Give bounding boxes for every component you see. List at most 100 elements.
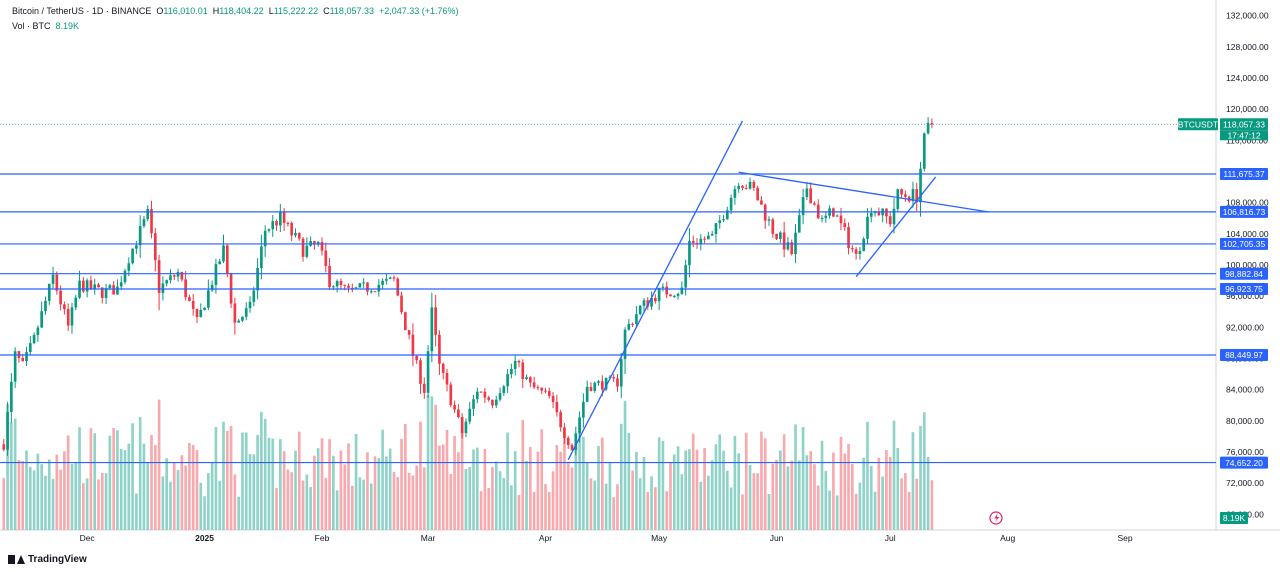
volume-bar xyxy=(237,496,240,530)
candle xyxy=(407,329,411,340)
volume-bar xyxy=(873,491,877,530)
svg-text:98,882.84: 98,882.84 xyxy=(1225,269,1263,279)
volume-bar xyxy=(900,478,903,530)
trendline[interactable] xyxy=(855,176,937,278)
tradingview-logo[interactable]: TradingView xyxy=(8,554,87,565)
candle xyxy=(146,205,150,222)
candle xyxy=(904,190,907,202)
candle xyxy=(672,294,676,298)
volume-bar xyxy=(138,417,142,530)
candle xyxy=(775,233,778,241)
candle xyxy=(869,207,873,223)
candle xyxy=(919,161,922,217)
volume-bar xyxy=(517,494,521,530)
trendline[interactable] xyxy=(738,171,989,213)
volume-bar xyxy=(790,460,794,530)
candle xyxy=(763,203,767,229)
candle xyxy=(161,276,165,301)
candle xyxy=(294,228,297,238)
candle xyxy=(563,422,566,444)
candle xyxy=(66,303,70,331)
volume-bar xyxy=(59,469,62,530)
volume-bar xyxy=(78,427,81,530)
candle xyxy=(506,369,509,393)
volume-bar xyxy=(862,457,866,530)
volume-bar xyxy=(131,423,134,530)
volume-bar xyxy=(82,483,85,530)
candle xyxy=(44,296,47,315)
volume-bar xyxy=(684,450,687,530)
volume-bar xyxy=(521,419,525,530)
candle xyxy=(388,276,392,280)
volume-bar xyxy=(547,492,551,530)
candle xyxy=(582,393,585,428)
candle xyxy=(207,279,210,310)
volume-bar xyxy=(93,433,97,530)
volume-bar xyxy=(199,482,203,530)
volume-bar xyxy=(930,480,934,530)
volume-bar xyxy=(566,461,570,530)
time-tick-label: Jun xyxy=(770,533,784,543)
candle xyxy=(51,266,55,289)
volume-bar xyxy=(248,454,252,530)
candle xyxy=(638,305,642,316)
volume-bar xyxy=(752,473,756,530)
svg-text:111,675.37: 111,675.37 xyxy=(1223,169,1265,179)
volume-bar xyxy=(563,429,566,530)
volume-bar xyxy=(241,432,244,530)
time-axis[interactable]: Dec 2025 Feb Mar Apr May Jun Jul Aug Sep xyxy=(80,533,1133,543)
volume-bar xyxy=(25,450,28,530)
volume-label[interactable]: Vol · BTC xyxy=(12,21,51,31)
volume-bar xyxy=(419,421,422,530)
volume-bar xyxy=(350,485,354,530)
volume-bar xyxy=(657,437,661,530)
candle xyxy=(36,325,40,342)
candle xyxy=(820,215,824,223)
trendline[interactable] xyxy=(567,120,744,461)
candle xyxy=(612,373,616,382)
candle xyxy=(188,294,191,302)
volume-bar xyxy=(44,475,47,530)
candle xyxy=(915,182,919,212)
price-tick-label: 72,000.00 xyxy=(1226,478,1264,488)
candle xyxy=(252,286,256,307)
volume-bar xyxy=(851,463,854,530)
volume-bar xyxy=(267,437,271,530)
candle xyxy=(900,188,903,199)
volume-bar xyxy=(763,438,767,530)
volume-bar xyxy=(119,448,123,530)
candle xyxy=(631,322,634,327)
volume-bar xyxy=(540,429,544,530)
candle xyxy=(93,278,97,295)
volume-bar xyxy=(127,443,131,530)
candle xyxy=(487,395,490,402)
volume-bar xyxy=(116,430,119,530)
candle xyxy=(805,181,809,201)
svg-text:102,705.35: 102,705.35 xyxy=(1223,239,1266,249)
volume-bar xyxy=(638,478,642,530)
symbol-title[interactable]: Bitcoin / TetherUS · 1D · BINANCE xyxy=(12,6,152,16)
volume-bar xyxy=(172,462,176,530)
volume-bar xyxy=(203,496,206,530)
candle xyxy=(278,203,282,233)
volume-value: 8.19K xyxy=(55,21,80,31)
candle xyxy=(358,282,362,288)
volume-bar xyxy=(407,472,411,530)
replay-icon[interactable] xyxy=(989,511,1003,525)
volume-bar xyxy=(919,426,922,530)
volume-bar xyxy=(47,459,51,530)
volume-bar xyxy=(449,473,453,530)
volume-bar xyxy=(404,423,407,530)
price-tick-label: 96,000.00 xyxy=(1226,291,1264,301)
candle xyxy=(119,276,123,291)
candle xyxy=(184,271,187,301)
candle xyxy=(707,231,710,240)
candle xyxy=(536,385,540,391)
volume-bar xyxy=(582,436,585,530)
volume-bar xyxy=(510,485,513,530)
candle xyxy=(426,344,430,399)
open-label: O xyxy=(156,6,164,16)
svg-text:118,057.33: 118,057.33 xyxy=(1223,119,1265,129)
candle xyxy=(263,225,267,258)
